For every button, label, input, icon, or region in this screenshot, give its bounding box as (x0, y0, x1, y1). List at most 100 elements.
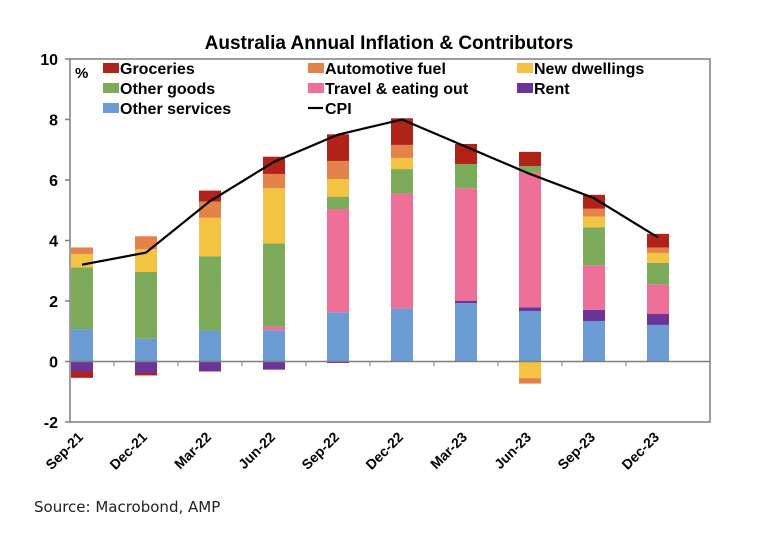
legend-item: New dwellings (517, 61, 644, 78)
bar-segment-automotive-fuel (391, 144, 413, 158)
bar-segment-other-services (519, 310, 541, 362)
x-tick-label: Mar-23 (427, 429, 470, 472)
bar-segment-automotive-fuel (199, 201, 221, 218)
bar-segment-other-goods (519, 166, 541, 173)
x-tick-label: Dec-21 (106, 429, 150, 473)
bar-segment-automotive-fuel (135, 236, 157, 250)
bar-segment-groceries (263, 156, 285, 174)
bar-segment-other-goods (135, 271, 157, 339)
bar-segment-other-services (647, 324, 669, 362)
y-tick-label: 8 (49, 113, 58, 130)
bar-segment-new-dwellings (199, 217, 221, 257)
x-tick-label: Mar-22 (171, 429, 214, 472)
cpi-line-group (81, 118, 659, 266)
bar-segment-groceries (583, 194, 605, 209)
legend-label: Other services (120, 101, 231, 118)
source-note: Source: Macrobond, AMP (34, 498, 221, 516)
bar-segment-rent (327, 361, 349, 364)
bar-segment-automotive-fuel (263, 173, 285, 189)
x-tick-label: Sep-23 (554, 429, 598, 473)
bar-segment-travel-eating-out (391, 193, 413, 309)
bar-segment-rent (455, 300, 477, 304)
legend-swatch (517, 63, 533, 73)
legend-item: Travel & eating out (308, 81, 469, 98)
bar-segment-travel-eating-out (583, 265, 605, 310)
x-tick-label: Sep-21 (42, 429, 86, 473)
x-tick-label: Jun-23 (491, 429, 534, 472)
legend-label: Groceries (120, 61, 195, 78)
legend-label: CPI (325, 101, 352, 118)
bar-segment-new-dwellings (583, 216, 605, 228)
y-unit-label: % (75, 65, 88, 82)
bar-segment-other-services (327, 312, 349, 362)
cpi-line (81, 118, 659, 266)
bar-segment-other-goods (71, 267, 93, 330)
bar-segment-new-dwellings (135, 249, 157, 272)
legend-swatch (103, 103, 119, 113)
bar-segment-groceries (71, 371, 93, 378)
y-tick-label: 10 (40, 52, 58, 69)
bar-segment-other-goods (455, 163, 477, 189)
legend-swatch (517, 83, 533, 93)
bar-segment-travel-eating-out (455, 188, 477, 301)
bar-segment-other-services (71, 329, 93, 362)
bar-segment-travel-eating-out (263, 326, 285, 331)
bar-segment-automotive-fuel (583, 208, 605, 217)
bar-segment-other-goods (391, 169, 413, 194)
bar-segment-automotive-fuel (327, 160, 349, 180)
bar-segment-other-services (199, 330, 221, 362)
bar-segment-other-goods (647, 262, 669, 285)
bar-segment-rent (263, 361, 285, 370)
x-tick-label: Sep-22 (298, 429, 342, 473)
bar-segment-other-services (583, 320, 605, 362)
y-axis: -2 0 2 4 6 8 10 (40, 52, 70, 432)
y-tick-label: -2 (44, 415, 58, 432)
bar-segment-rent (71, 361, 93, 372)
legend-swatch (308, 63, 324, 73)
bar-segment-other-services (263, 330, 285, 362)
legend-swatch (103, 63, 119, 73)
bar-segment-rent (583, 309, 605, 321)
bar-segment-automotive-fuel (647, 247, 669, 253)
y-tick-label: 2 (49, 294, 58, 311)
legend-item: Groceries (103, 61, 195, 78)
bar-segment-automotive-fuel (519, 378, 541, 384)
y-tick-label: 4 (49, 234, 58, 251)
bar-segment-new-dwellings (327, 179, 349, 197)
bar-segment-other-services (455, 303, 477, 362)
bar-segment-other-goods (583, 227, 605, 266)
legend: Groceries Automotive fuel New dwellings Oth… (103, 61, 644, 118)
bar-segment-other-services (135, 338, 157, 362)
bar-segment-rent (519, 307, 541, 311)
bar-segment-rent (199, 361, 221, 372)
bar-segment-new-dwellings (647, 252, 669, 263)
legend-label: Travel & eating out (325, 81, 469, 98)
bar-segment-new-dwellings (71, 254, 93, 268)
bar-segment-rent (647, 314, 669, 325)
x-tick-label: Dec-23 (618, 429, 662, 473)
bar-segment-automotive-fuel (71, 247, 93, 255)
bar-segment-travel-eating-out (647, 284, 669, 315)
legend-label: Automotive fuel (325, 61, 446, 78)
y-tick-label: 0 (49, 355, 58, 372)
x-tick-label: Dec-22 (362, 429, 406, 473)
bar-segment-groceries (199, 190, 221, 202)
legend-label: Rent (534, 81, 570, 98)
bar-segment-groceries (519, 151, 541, 167)
y-tick-label: 6 (49, 173, 58, 190)
legend-item: Other goods (103, 81, 215, 98)
bar-segment-new-dwellings (391, 157, 413, 170)
bar-segment-other-services (391, 308, 413, 362)
bar-segment-groceries (135, 372, 157, 376)
bar-segment-groceries (327, 134, 349, 161)
legend-item: Automotive fuel (308, 61, 446, 78)
bar-segment-groceries (647, 233, 669, 248)
bar-segment-other-goods (327, 196, 349, 210)
bar-segment-other-goods (199, 256, 221, 331)
legend-swatch (103, 83, 119, 93)
bar-segment-new-dwellings (263, 188, 285, 244)
legend-item: Rent (517, 81, 570, 98)
bar-segment-other-goods (263, 243, 285, 327)
bar-segment-rent (135, 361, 157, 373)
